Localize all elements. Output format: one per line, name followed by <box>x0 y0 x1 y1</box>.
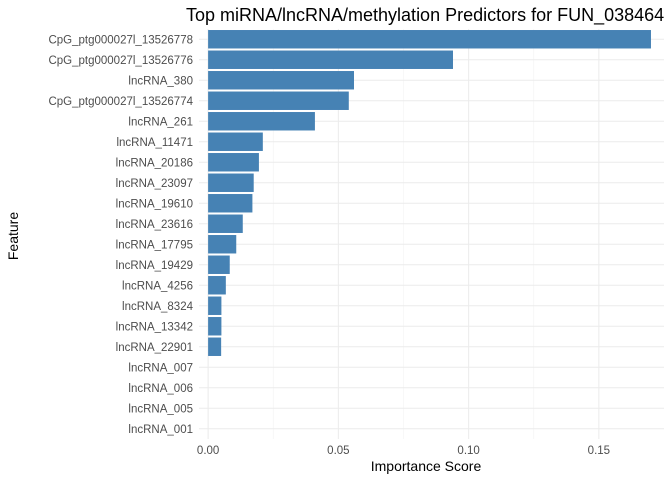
y-tick-label: CpG_ptg000027l_13526778 <box>48 34 193 46</box>
y-tick-label: CpG_ptg000027l_13526774 <box>48 96 193 108</box>
x-tick-label: 0.05 <box>327 445 349 457</box>
y-tick-label: CpG_ptg000027l_13526776 <box>48 55 193 67</box>
bars <box>208 30 651 356</box>
y-tick-label: lncRNA_261 <box>128 116 193 128</box>
y-tick-label: lncRNA_20186 <box>116 157 193 169</box>
y-tick-label: lncRNA_380 <box>128 75 193 87</box>
bar <box>208 255 230 274</box>
bar <box>208 112 315 131</box>
y-tick-label: lncRNA_17795 <box>116 239 193 251</box>
y-tick-label: lncRNA_006 <box>128 383 193 395</box>
bar <box>208 337 222 356</box>
y-tick-label: lncRNA_23616 <box>116 219 193 231</box>
bar <box>208 153 259 172</box>
y-tick-label: lncRNA_8324 <box>122 301 194 313</box>
y-tick-label: lncRNA_13342 <box>116 321 193 333</box>
bar <box>208 317 222 336</box>
bar <box>208 296 222 315</box>
y-tick-label: lncRNA_22901 <box>116 342 193 354</box>
bar <box>208 173 254 192</box>
y-tick-label: lncRNA_001 <box>128 424 193 436</box>
y-tick-label: lncRNA_007 <box>128 362 193 374</box>
y-axis-title: Feature <box>5 212 21 260</box>
chart-title: Top miRNA/lncRNA/methylation Predictors … <box>186 5 664 26</box>
x-axis-title: Importance Score <box>371 458 482 474</box>
bar <box>208 91 349 110</box>
bar <box>208 132 263 151</box>
bar <box>208 194 253 213</box>
y-tick-label: lncRNA_23097 <box>116 178 193 190</box>
y-tick-label: lncRNA_19610 <box>116 198 193 210</box>
y-tick-label: lncRNA_11471 <box>116 137 193 149</box>
x-tick-label: 0.10 <box>457 445 479 457</box>
x-tick-label: 0.15 <box>588 445 610 457</box>
x-tick-label: 0.00 <box>197 445 219 457</box>
x-tick-labels: 0.00 0.05 0.10 0.15 <box>197 445 610 457</box>
bar <box>208 235 237 254</box>
bar <box>208 214 243 233</box>
y-tick-labels: CpG_ptg000027l_13526778 CpG_ptg000027l_13… <box>48 34 193 436</box>
bar <box>208 71 354 90</box>
grid <box>199 29 664 439</box>
bar <box>208 30 651 49</box>
y-tick-label: lncRNA_4256 <box>122 280 193 292</box>
y-tick-label: lncRNA_005 <box>128 403 193 415</box>
y-tick-label: lncRNA_19429 <box>116 260 193 272</box>
bar <box>208 50 453 69</box>
bar <box>208 276 226 295</box>
